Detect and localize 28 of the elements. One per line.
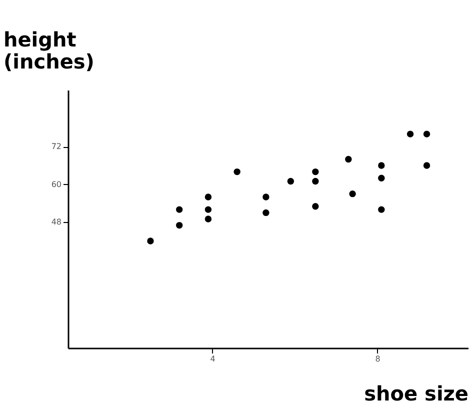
y-axis-title: height (inches) <box>4 28 94 74</box>
y-tick-label: 60 <box>51 180 62 189</box>
point <box>312 178 319 185</box>
point <box>406 130 414 138</box>
point <box>423 162 430 169</box>
point <box>176 222 183 229</box>
point <box>423 130 430 138</box>
point <box>234 168 240 176</box>
point <box>312 168 319 176</box>
point <box>262 194 270 200</box>
point <box>345 156 352 163</box>
point <box>176 206 183 213</box>
point <box>204 194 212 200</box>
point <box>262 209 270 216</box>
point <box>378 162 385 169</box>
point <box>349 190 356 198</box>
point <box>204 216 212 222</box>
point <box>312 203 319 210</box>
x-axis-title: shoe size <box>364 382 468 406</box>
point <box>287 178 294 185</box>
point <box>204 206 212 213</box>
y-tick-label: 48 <box>51 218 62 227</box>
point <box>147 238 154 244</box>
point <box>378 174 385 182</box>
y-tick-label: 72 <box>51 142 62 152</box>
point <box>378 206 385 213</box>
x-tick-label: 8 <box>375 354 380 364</box>
x-tick-label: 4 <box>210 354 216 364</box>
